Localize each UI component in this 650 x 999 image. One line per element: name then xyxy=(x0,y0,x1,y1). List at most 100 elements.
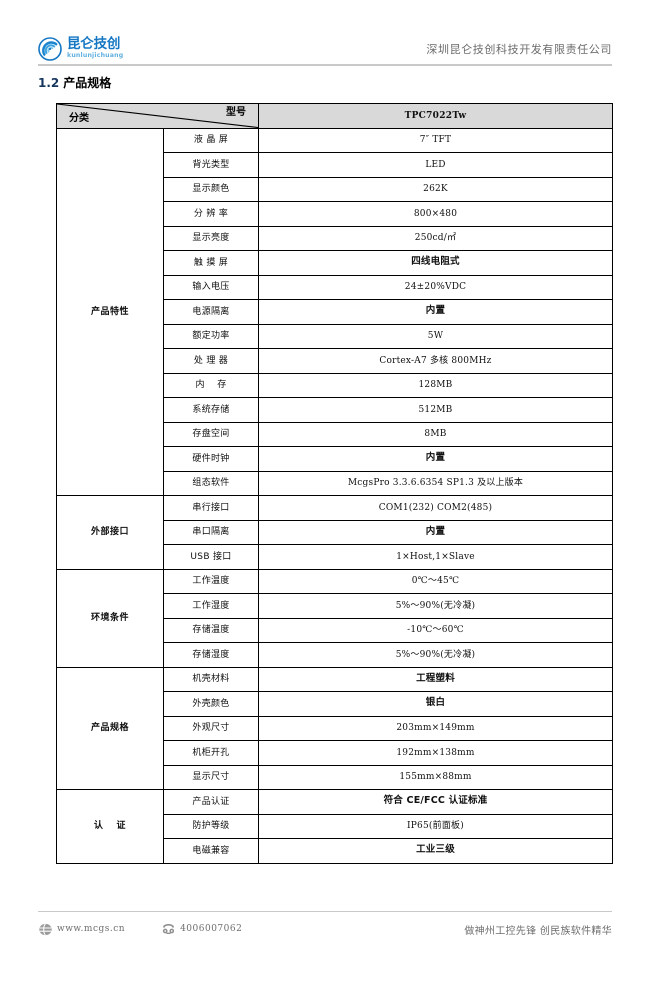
footer-website[interactable]: www.mcgs.cn xyxy=(38,922,125,937)
table-row: 处 理 器 Cortex-A7 多核 800MHz xyxy=(57,348,613,374)
spec-item-cell: 存储湿度 xyxy=(163,642,259,668)
spec-value-cell: 1×Host,1×Slave xyxy=(258,544,613,570)
spec-item-cell: 内 存 xyxy=(163,372,259,398)
table-row: 背光类型 LED xyxy=(57,152,613,178)
table-row: 产品规格 机壳材料 工程塑料 xyxy=(56,666,613,790)
table-row: 外观尺寸 203mm×149mm xyxy=(57,715,613,741)
spec-value-cell: 7″ TFT xyxy=(258,127,613,153)
spec-item-cell: 产品认证 xyxy=(163,789,259,815)
table-row: 工作湿度 5%～90%(无冷凝) xyxy=(57,593,613,619)
footer-divider xyxy=(38,911,612,912)
spec-value-cell: COM1(232) COM2(485) xyxy=(258,495,613,521)
table-row: 存储湿度 5%～90%(无冷凝) xyxy=(57,642,613,668)
spec-item-cell: 串口隔离 xyxy=(163,519,259,545)
table-row: 防护等级 IP65(前面板) xyxy=(57,813,613,839)
category-cell-2: 外部接口 xyxy=(56,495,164,570)
table-row: 产品特性液 晶 屏 7″ TFT xyxy=(56,127,613,496)
spec-item-cell: 外观尺寸 xyxy=(163,715,259,741)
category-cell-5: 认 证 xyxy=(56,789,164,864)
spec-value-cell: 5%～90%(无冷凝) xyxy=(258,593,613,619)
footer-phone[interactable]: 4006007062 xyxy=(161,922,242,937)
footer-phone-text: 4006007062 xyxy=(180,924,243,934)
table-row: 环境条件 工作温度 0℃～45℃ xyxy=(56,568,613,668)
section-number: 1.2 xyxy=(38,76,60,90)
table-row: 显示亮度 250cd/㎡ xyxy=(57,225,613,251)
table-row: 硬件时钟 内置 xyxy=(57,446,613,472)
spec-item-cell: 分 辨 率 xyxy=(163,201,259,227)
logo-name-en: kunlunjichuang xyxy=(67,51,124,59)
spec-item-cell: 电源隔离 xyxy=(163,299,259,325)
category-cell-3: 环境条件 xyxy=(56,568,164,668)
table-row: 存储温度 -10℃～60℃ xyxy=(57,617,613,643)
spec-value-cell: 203mm×149mm xyxy=(258,715,613,741)
spec-item-cell: 电磁兼容 xyxy=(163,838,259,864)
category-cell-1: 产品特性 xyxy=(56,127,164,496)
spec-value-cell: Cortex-A7 多核 800MHz xyxy=(258,348,613,374)
table-row: 机柜开孔 192mm×138mm xyxy=(57,740,613,766)
spec-item-cell: 存储温度 xyxy=(163,617,259,643)
spec-value-cell: 250cd/㎡ xyxy=(258,225,613,251)
spec-value-cell: IP65(前面板) xyxy=(258,813,613,839)
spec-value-cell: 内置 xyxy=(258,519,613,545)
spec-value-cell: 800×480 xyxy=(258,201,613,227)
table-row: 存盘空间 8MB xyxy=(57,421,613,447)
header-diagonal-cell: 型号 分类 xyxy=(56,103,259,129)
table-header-row: 型号 分类 TPC7022Tw xyxy=(56,103,613,129)
spec-value-cell: 155mm×88mm xyxy=(258,764,613,790)
table-row: 外部接口 串行接口 COM1(232) COM2(485) xyxy=(56,495,613,570)
spec-item-cell: 工作温度 xyxy=(163,568,259,594)
spec-item-cell: 防护等级 xyxy=(163,813,259,839)
spec-item-cell: 显示亮度 xyxy=(163,225,259,251)
page-title: 1.2 产品规格 xyxy=(38,74,111,91)
header-category-label: 分类 xyxy=(69,113,89,124)
globe-icon xyxy=(38,922,53,937)
spec-value-cell: 银白 xyxy=(258,691,613,717)
logo-wordmark: 昆仑技创 kunlunjichuang xyxy=(67,35,124,60)
kunlun-swirl-icon xyxy=(38,37,62,61)
spec-table-container: 型号 分类 TPC7022Tw 产品特性液 晶 屏 7″ TFT 背光类型 LED 显示颜色 2… xyxy=(56,103,613,864)
table-row: 认 证产品认证 符合 CE/FCC 认证标准 xyxy=(56,789,613,864)
spec-item-cell: 工作湿度 xyxy=(163,593,259,619)
spec-value-cell: 512MB xyxy=(258,397,613,423)
section-title: 产品规格 xyxy=(63,76,112,90)
spec-value-cell: 128MB xyxy=(258,372,613,398)
spec-item-cell: 存盘空间 xyxy=(163,421,259,447)
spec-value-cell: 内置 xyxy=(258,446,613,472)
header-model-value: TPC7022Tw xyxy=(258,103,613,129)
phone-icon xyxy=(161,922,176,937)
spec-item-cell: 组态软件 xyxy=(163,470,259,496)
spec-value-cell: 8MB xyxy=(258,421,613,447)
spec-value-cell: 内置 xyxy=(258,299,613,325)
spec-value-cell: 262K xyxy=(258,176,613,202)
category-cell-4: 产品规格 xyxy=(56,666,164,790)
spec-item-cell: 额定功率 xyxy=(163,323,259,349)
spec-value-cell: -10℃～60℃ xyxy=(258,617,613,643)
spec-item-cell: 输入电压 xyxy=(163,274,259,300)
table-row: 额定功率 5W xyxy=(57,323,613,349)
spec-item-cell: 机柜开孔 xyxy=(163,740,259,766)
header-divider xyxy=(38,64,612,66)
spec-item-cell: 背光类型 xyxy=(163,152,259,178)
spec-value-cell: 符合 CE/FCC 认证标准 xyxy=(258,789,613,815)
spec-value-cell: 工程塑料 xyxy=(258,666,613,692)
table-row: 电源隔离 内置 xyxy=(57,299,613,325)
header-company-name: 深圳昆仑技创科技开发有限责任公司 xyxy=(426,43,612,56)
spec-value-cell: 192mm×138mm xyxy=(258,740,613,766)
spec-item-cell: 处 理 器 xyxy=(163,348,259,374)
table-row: 系统存储 512MB xyxy=(57,397,613,423)
spec-item-cell: 串行接口 xyxy=(163,495,259,521)
document-footer: www.mcgs.cn 4006007062 做神州工控先锋 创民族软件精华 xyxy=(38,918,612,940)
spec-value-cell: 24±20%VDC xyxy=(258,274,613,300)
table-row: 电磁兼容 工业三级 xyxy=(57,838,613,864)
company-logo: 昆仑技创 kunlunjichuang xyxy=(38,37,123,61)
logo-name-cn: 昆仑技创 xyxy=(67,35,121,52)
spec-item-cell: 系统存储 xyxy=(163,397,259,423)
footer-website-text: www.mcgs.cn xyxy=(57,924,126,934)
spec-item-cell: 显示颜色 xyxy=(163,176,259,202)
spec-item-cell: 触 摸 屏 xyxy=(163,250,259,276)
spec-value-cell: 5W xyxy=(258,323,613,349)
spec-value-cell: 工业三级 xyxy=(258,838,613,864)
spec-value-cell: LED xyxy=(258,152,613,178)
spec-value-cell: 5%～90%(无冷凝) xyxy=(258,642,613,668)
